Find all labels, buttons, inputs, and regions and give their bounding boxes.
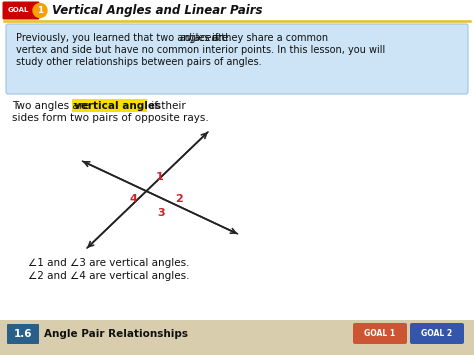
FancyBboxPatch shape: [0, 320, 474, 355]
Text: sides form two pairs of opposite rays.: sides form two pairs of opposite rays.: [12, 113, 209, 123]
FancyBboxPatch shape: [410, 323, 464, 344]
FancyBboxPatch shape: [353, 323, 407, 344]
Text: study other relationships between pairs of angles.: study other relationships between pairs …: [16, 57, 262, 67]
Text: Two angles are: Two angles are: [12, 101, 92, 111]
Circle shape: [33, 4, 47, 17]
Text: GOAL: GOAL: [8, 7, 29, 13]
Text: 1: 1: [37, 6, 43, 15]
FancyBboxPatch shape: [72, 98, 147, 111]
Text: 3: 3: [157, 208, 165, 218]
Text: 2: 2: [175, 194, 183, 204]
Text: 1.6: 1.6: [14, 329, 32, 339]
Text: ∠1 and ∠3 are vertical angles.: ∠1 and ∠3 are vertical angles.: [28, 258, 190, 268]
Text: ∠2 and ∠4 are vertical angles.: ∠2 and ∠4 are vertical angles.: [28, 271, 190, 281]
FancyBboxPatch shape: [7, 324, 39, 344]
Text: 1: 1: [156, 172, 164, 182]
Text: vertical angles: vertical angles: [74, 101, 161, 111]
Text: 4: 4: [129, 194, 137, 204]
Text: Previously, you learned that two angles are: Previously, you learned that two angles …: [16, 33, 231, 43]
FancyBboxPatch shape: [2, 1, 39, 20]
Text: adjacent: adjacent: [180, 33, 222, 43]
Text: if they share a common: if they share a common: [210, 33, 328, 43]
FancyBboxPatch shape: [6, 24, 468, 94]
Text: GOAL 1: GOAL 1: [365, 329, 396, 339]
Text: Vertical Angles and Linear Pairs: Vertical Angles and Linear Pairs: [52, 4, 263, 17]
Text: if their: if their: [148, 101, 185, 111]
Text: vertex and side but have no common interior points. In this lesson, you will: vertex and side but have no common inter…: [16, 45, 385, 55]
Text: Angle Pair Relationships: Angle Pair Relationships: [44, 329, 188, 339]
Text: GOAL 2: GOAL 2: [421, 329, 453, 339]
